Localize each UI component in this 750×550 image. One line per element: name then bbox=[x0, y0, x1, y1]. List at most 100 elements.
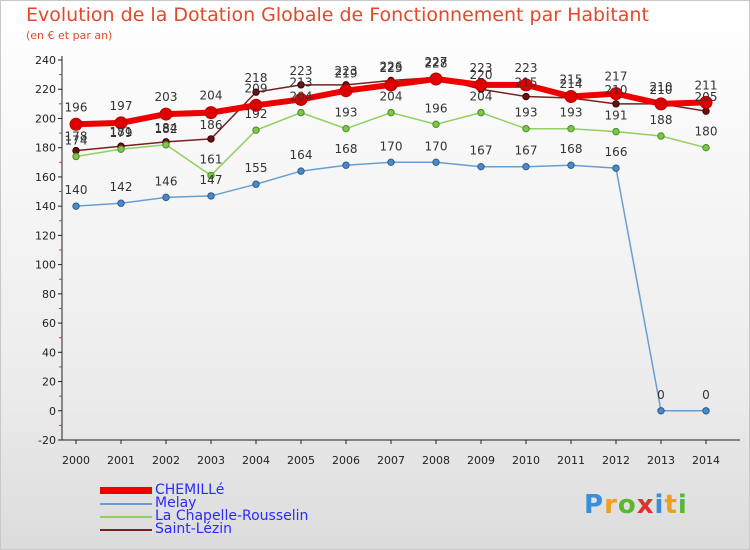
x-tick-label: 2006 bbox=[332, 454, 360, 467]
legend: CHEMILLé Melay La Chapelle-Rousselin Saint-… bbox=[100, 482, 400, 537]
logo-letter: t bbox=[664, 490, 678, 520]
data-label: 180 bbox=[695, 125, 718, 139]
data-point bbox=[207, 135, 215, 143]
data-label: 174 bbox=[65, 133, 88, 147]
y-tick-label: 200 bbox=[35, 112, 56, 125]
x-tick-label: 2004 bbox=[242, 454, 270, 467]
x-tick-label: 2011 bbox=[557, 454, 585, 467]
data-label: 192 bbox=[245, 107, 268, 121]
data-label: 223 bbox=[290, 64, 313, 78]
data-label: 213 bbox=[290, 75, 313, 89]
legend-label: Saint-Lézin bbox=[155, 521, 233, 537]
proxiti-logo: Proxiti bbox=[584, 490, 688, 520]
data-label: 170 bbox=[380, 139, 403, 153]
legend-swatch bbox=[100, 487, 152, 494]
data-point bbox=[702, 107, 710, 115]
data-label: 210 bbox=[650, 83, 673, 97]
data-label: 186 bbox=[200, 118, 223, 132]
data-point bbox=[252, 180, 260, 188]
data-label: 147 bbox=[200, 173, 223, 187]
data-label: 178 bbox=[65, 130, 88, 144]
data-label: 214 bbox=[560, 77, 583, 91]
data-point bbox=[72, 202, 80, 210]
legend-label: CHEMILLé bbox=[155, 482, 225, 498]
data-label: 211 bbox=[695, 78, 718, 92]
legend-item: Saint-Lézin bbox=[100, 521, 400, 537]
data-label: 210 bbox=[650, 80, 673, 94]
x-tick-label: 2007 bbox=[377, 454, 405, 467]
data-point bbox=[657, 407, 665, 415]
data-label: 217 bbox=[605, 70, 628, 84]
data-point bbox=[114, 116, 128, 130]
data-label: 203 bbox=[155, 90, 178, 104]
data-label: 191 bbox=[605, 109, 628, 123]
data-label: 218 bbox=[245, 71, 268, 85]
legend-item: La Chapelle-Rousselin bbox=[100, 508, 400, 524]
data-point bbox=[162, 193, 170, 202]
data-label: 182 bbox=[155, 122, 178, 136]
legend-swatch bbox=[100, 529, 152, 531]
data-label: 204 bbox=[200, 89, 223, 103]
data-point bbox=[162, 141, 170, 149]
data-point bbox=[387, 158, 395, 167]
data-point bbox=[702, 143, 710, 152]
data-label: 193 bbox=[560, 106, 583, 120]
legend-swatch bbox=[100, 503, 152, 505]
data-label: 204 bbox=[290, 90, 313, 104]
data-point bbox=[567, 124, 575, 133]
data-point bbox=[477, 162, 485, 171]
data-point bbox=[432, 120, 440, 129]
data-label: 155 bbox=[245, 161, 268, 175]
data-point bbox=[612, 100, 620, 108]
data-point bbox=[294, 92, 308, 106]
legend-label: La Chapelle-Rousselin bbox=[155, 508, 309, 524]
data-point bbox=[477, 108, 485, 117]
x-tick-label: 2012 bbox=[602, 454, 630, 467]
data-label: 164 bbox=[290, 148, 313, 162]
x-tick-label: 2008 bbox=[422, 454, 450, 467]
data-label: 223 bbox=[515, 61, 538, 75]
data-label: 146 bbox=[155, 174, 178, 188]
data-point bbox=[567, 161, 575, 169]
data-point bbox=[609, 87, 623, 101]
data-point bbox=[384, 78, 398, 92]
data-label: 210 bbox=[605, 83, 628, 97]
data-label: 168 bbox=[335, 142, 358, 156]
data-label: 0 bbox=[657, 388, 665, 402]
data-label: 220 bbox=[470, 68, 493, 82]
data-point bbox=[522, 92, 530, 101]
y-tick-label: 160 bbox=[35, 171, 56, 184]
data-point bbox=[432, 158, 440, 167]
data-point bbox=[699, 95, 713, 109]
y-tick-label: 20 bbox=[42, 376, 56, 389]
data-label: 215 bbox=[515, 76, 538, 90]
data-label: 215 bbox=[560, 73, 583, 87]
data-label: 223 bbox=[335, 64, 358, 78]
data-point bbox=[702, 407, 710, 415]
chart-title: Evolution de la Dotation Globale de Fonc… bbox=[26, 4, 649, 26]
x-tick-label: 2014 bbox=[692, 454, 720, 467]
data-point bbox=[564, 90, 578, 104]
y-tick-label: 140 bbox=[35, 200, 56, 213]
data-point bbox=[159, 107, 173, 121]
data-label: 181 bbox=[110, 125, 133, 139]
data-label: 142 bbox=[110, 180, 133, 194]
data-label: 197 bbox=[110, 99, 133, 113]
data-point bbox=[72, 152, 80, 161]
data-point bbox=[522, 124, 530, 133]
data-label: 140 bbox=[65, 183, 88, 197]
data-label: 227 bbox=[425, 55, 448, 69]
data-point bbox=[117, 145, 125, 153]
data-label: 209 bbox=[245, 81, 268, 95]
logo-letter: x bbox=[636, 490, 655, 520]
logo-letter: i bbox=[654, 490, 665, 520]
data-label: 228 bbox=[425, 57, 448, 71]
legend-label: Melay bbox=[155, 495, 197, 511]
data-point bbox=[654, 97, 668, 111]
data-point bbox=[474, 78, 488, 92]
data-label: 204 bbox=[380, 90, 403, 104]
data-label: 179 bbox=[110, 126, 133, 140]
data-label: 0 bbox=[702, 388, 710, 402]
data-point bbox=[117, 199, 125, 207]
